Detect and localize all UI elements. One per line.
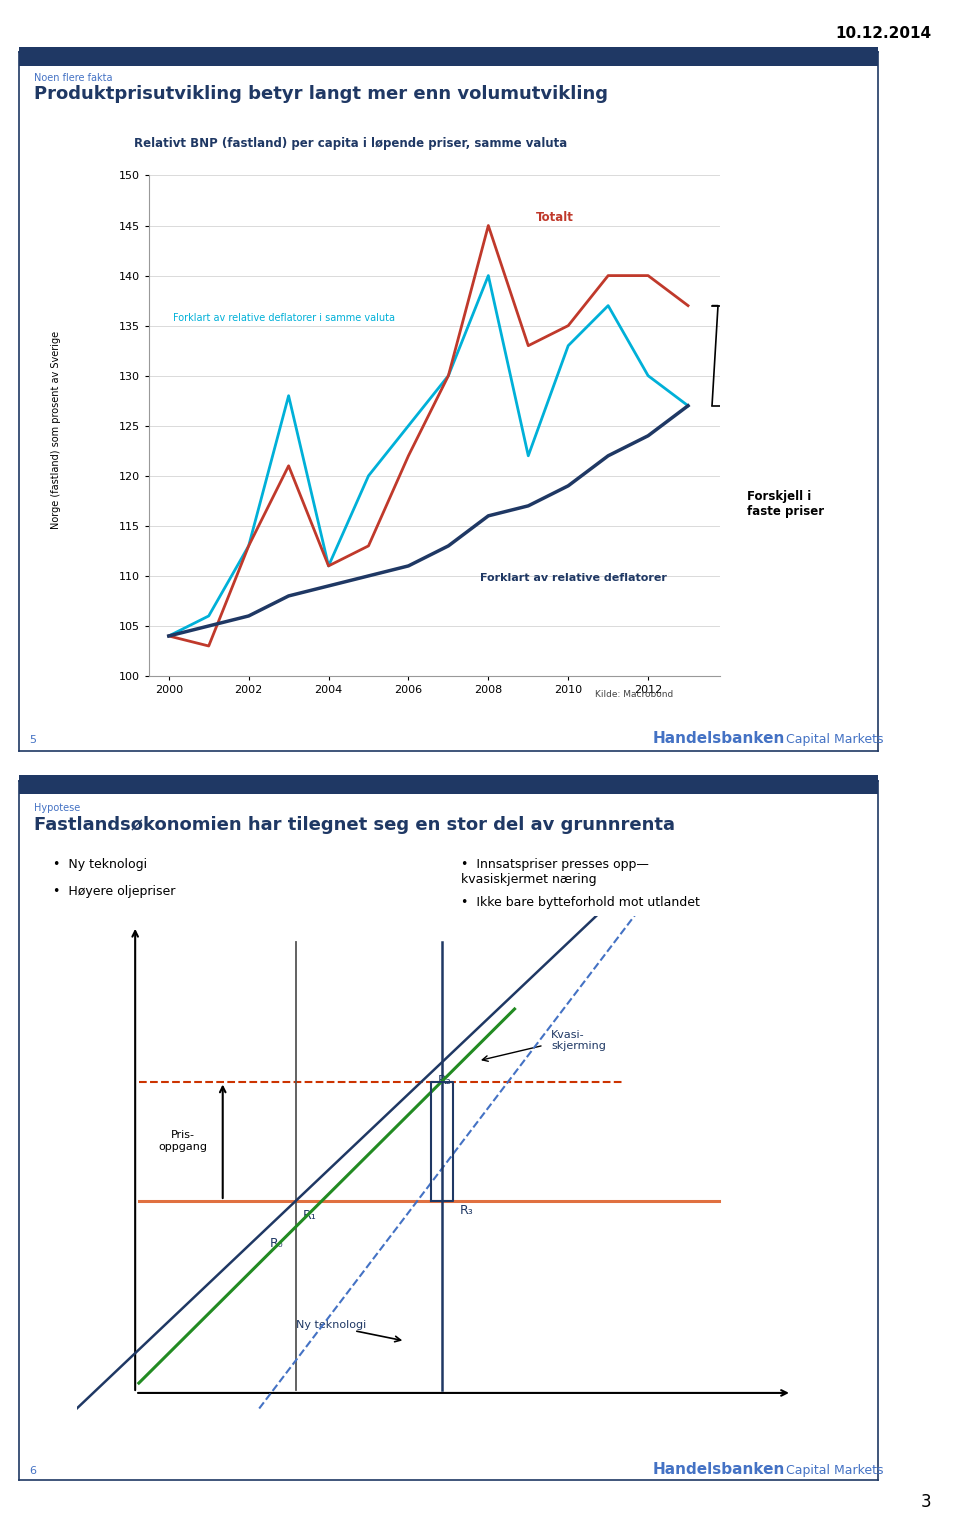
Text: Ny teknologi: Ny teknologi [296, 1320, 366, 1331]
Text: •  Ikke bare bytteforhold mot utlandet: • Ikke bare bytteforhold mot utlandet [461, 896, 700, 909]
Text: Fastlandsøkonomien har tilegnet seg en stor del av grunnrenta: Fastlandsøkonomien har tilegnet seg en s… [34, 816, 675, 835]
Text: R₁: R₁ [303, 1209, 317, 1222]
Text: Totalt: Totalt [537, 211, 574, 223]
Text: •  Innsatspriser presses opp—
kvasiskjermet næring: • Innsatspriser presses opp— kvasiskjerm… [461, 858, 649, 885]
Text: •  Ny teknologi: • Ny teknologi [53, 858, 147, 871]
Text: Kvasi-
skjerming: Kvasi- skjerming [551, 1030, 606, 1051]
Text: R₂: R₂ [438, 1074, 452, 1087]
Text: R₃: R₃ [460, 1204, 473, 1216]
Text: Pris-
oppgang: Pris- oppgang [158, 1131, 207, 1152]
Text: Handelsbanken: Handelsbanken [653, 731, 785, 746]
Text: Kilde: Macrobond: Kilde: Macrobond [595, 690, 674, 699]
Text: Capital Markets: Capital Markets [782, 732, 884, 746]
Text: Forklart av relative deflatorer i samme valuta: Forklart av relative deflatorer i samme … [173, 313, 395, 322]
Text: Hypotese: Hypotese [34, 803, 80, 813]
Text: Noen flere fakta: Noen flere fakta [34, 73, 112, 84]
Text: Capital Markets: Capital Markets [782, 1463, 884, 1477]
Text: Forskjell i
faste priser: Forskjell i faste priser [747, 490, 824, 517]
Text: Norge (fastland) som prosent av Sverige: Norge (fastland) som prosent av Sverige [51, 331, 60, 530]
Text: 5: 5 [29, 736, 36, 745]
Text: Produktprisutvikling betyr langt mer enn volumutvikling: Produktprisutvikling betyr langt mer enn… [34, 85, 608, 104]
Text: 3: 3 [921, 1492, 931, 1511]
Text: •  Høyere oljepriser: • Høyere oljepriser [53, 885, 175, 899]
Text: R₀: R₀ [270, 1238, 284, 1250]
Text: 10.12.2014: 10.12.2014 [835, 26, 931, 41]
Text: Relativt BNP (fastland) per capita i løpende priser, samme valuta: Relativt BNP (fastland) per capita i løp… [134, 137, 567, 151]
Text: 6: 6 [29, 1466, 36, 1476]
Text: Handelsbanken: Handelsbanken [653, 1462, 785, 1477]
Text: Forklart av relative deflatorer: Forklart av relative deflatorer [480, 572, 667, 583]
